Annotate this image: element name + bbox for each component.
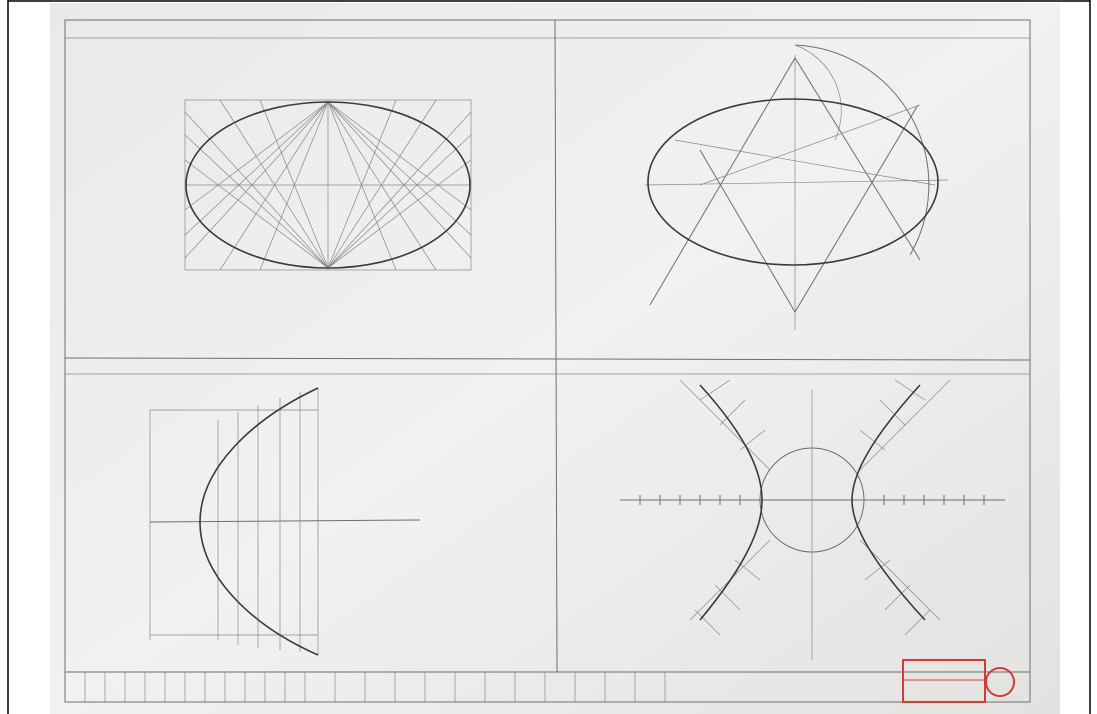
photo <box>0 0 1097 714</box>
page: {} <box>0 0 1097 714</box>
ellipse-rectangle-method <box>185 100 471 270</box>
